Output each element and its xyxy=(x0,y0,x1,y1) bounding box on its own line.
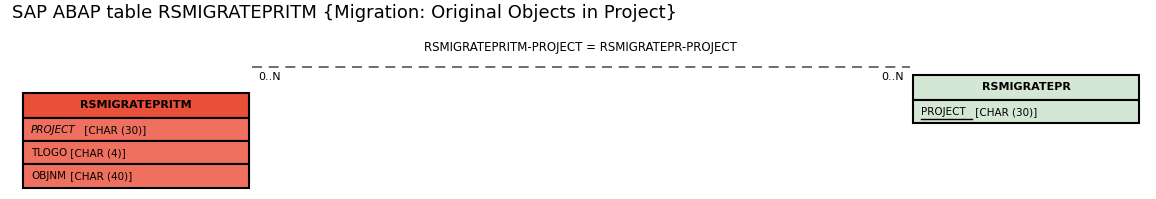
Text: [CHAR (30)]: [CHAR (30)] xyxy=(971,107,1037,117)
FancyBboxPatch shape xyxy=(913,100,1139,123)
Text: PROJECT: PROJECT xyxy=(31,125,76,135)
Text: TLOGO: TLOGO xyxy=(31,148,67,158)
FancyBboxPatch shape xyxy=(23,141,249,165)
FancyBboxPatch shape xyxy=(23,93,249,118)
Text: 0..N: 0..N xyxy=(258,72,281,82)
FancyBboxPatch shape xyxy=(913,75,1139,100)
Text: RSMIGRATEPRITM: RSMIGRATEPRITM xyxy=(80,100,192,110)
Text: 0..N: 0..N xyxy=(881,72,904,82)
Text: SAP ABAP table RSMIGRATEPRITM {Migration: Original Objects in Project}: SAP ABAP table RSMIGRATEPRITM {Migration… xyxy=(12,4,676,22)
Text: [CHAR (40)]: [CHAR (40)] xyxy=(67,171,132,181)
Text: [CHAR (4)]: [CHAR (4)] xyxy=(67,148,126,158)
Text: [CHAR (30)]: [CHAR (30)] xyxy=(81,125,147,135)
Text: PROJECT: PROJECT xyxy=(921,107,966,117)
Text: OBJNM: OBJNM xyxy=(31,171,66,181)
Text: RSMIGRATEPRITM-PROJECT = RSMIGRATEPR-PROJECT: RSMIGRATEPRITM-PROJECT = RSMIGRATEPR-PRO… xyxy=(424,41,738,54)
Text: RSMIGRATEPR: RSMIGRATEPR xyxy=(981,82,1070,92)
FancyBboxPatch shape xyxy=(23,118,249,141)
FancyBboxPatch shape xyxy=(23,165,249,188)
